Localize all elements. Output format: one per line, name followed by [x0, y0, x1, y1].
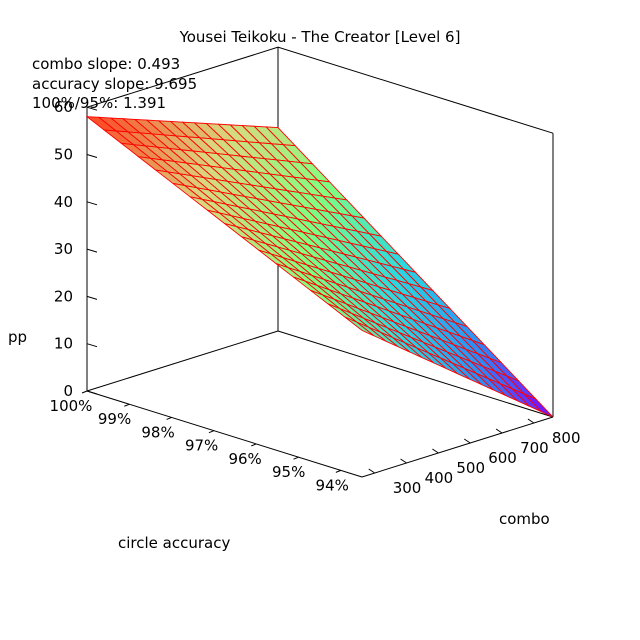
y-tick-mark [495, 428, 503, 434]
z-tick-label: 10 [54, 335, 73, 353]
x-tick-label: 99% [98, 410, 131, 428]
y-tick-mark [400, 458, 407, 464]
z-tick-mark [86, 201, 98, 206]
y-tick-label: 500 [456, 459, 485, 477]
x-tick-label: 95% [272, 463, 305, 481]
box-front-frame [86, 390, 554, 478]
y-axis-base-line [361, 416, 554, 478]
y-tick-label: 800 [552, 429, 581, 447]
annotation-accuracy-slope: accuracy slope: 9.695 [32, 75, 197, 93]
z-tick-label: 50 [54, 146, 73, 164]
z-tick-mark [86, 248, 98, 253]
x-tick-mark [293, 456, 299, 460]
z-tick-mark [86, 390, 98, 395]
x-tick-mark [208, 430, 215, 434]
axis-ticks [81, 106, 535, 474]
z-tick-mark [86, 295, 98, 300]
x-axis-label: circle accuracy [118, 534, 230, 552]
annotation-combo-slope: combo slope: 0.493 [32, 55, 180, 73]
x-tick-label: 94% [316, 476, 349, 494]
y-tick-label: 700 [520, 439, 549, 457]
y-tick-mark [463, 438, 471, 444]
x-tick-label: 97% [185, 437, 218, 455]
x-tick-label: 96% [228, 450, 261, 468]
x-tick-mark [81, 390, 88, 394]
box-back-base-edge [86, 330, 279, 392]
z-tick-label: 0 [63, 382, 73, 400]
box-back-base-edge [277, 330, 554, 418]
x-tick-labels: 100% 99% 98% 97% 96% 95% 94% [50, 397, 349, 494]
x-axis-base-line [86, 390, 363, 478]
x-tick-mark [335, 469, 342, 473]
y-tick-mark [368, 468, 376, 474]
z-tick-label: 30 [54, 240, 73, 258]
z-tick-mark [86, 154, 98, 158]
x-tick-mark [251, 443, 257, 447]
z-tick-label: 60 [54, 98, 73, 116]
y-tick-label: 300 [393, 479, 422, 497]
x-tick-mark [124, 403, 130, 407]
surface-cell [344, 316, 375, 337]
z-tick-label: 20 [54, 287, 73, 305]
x-tick-mark [166, 416, 172, 420]
z-tick-mark [86, 343, 98, 348]
y-axis-label: combo [499, 510, 550, 528]
y-tick-label: 600 [488, 449, 517, 467]
z-axis-label: pp [8, 328, 27, 346]
z-tick-label: 40 [54, 193, 73, 211]
pp-surface [85, 116, 554, 418]
x-tick-label: 98% [141, 423, 174, 441]
annotation-ratio: 100%/95%: 1.391 [32, 94, 166, 112]
z-tick-mark [86, 106, 98, 111]
y-tick-mark [432, 448, 439, 454]
z-tick-labels: 0 10 20 30 40 50 60 [54, 98, 73, 400]
chart-title: Yousei Teikoku - The Creator [Level 6] [179, 28, 461, 46]
x-tick-label: 100% [50, 397, 93, 415]
y-tick-mark [527, 418, 535, 424]
y-tick-label: 400 [425, 469, 454, 487]
